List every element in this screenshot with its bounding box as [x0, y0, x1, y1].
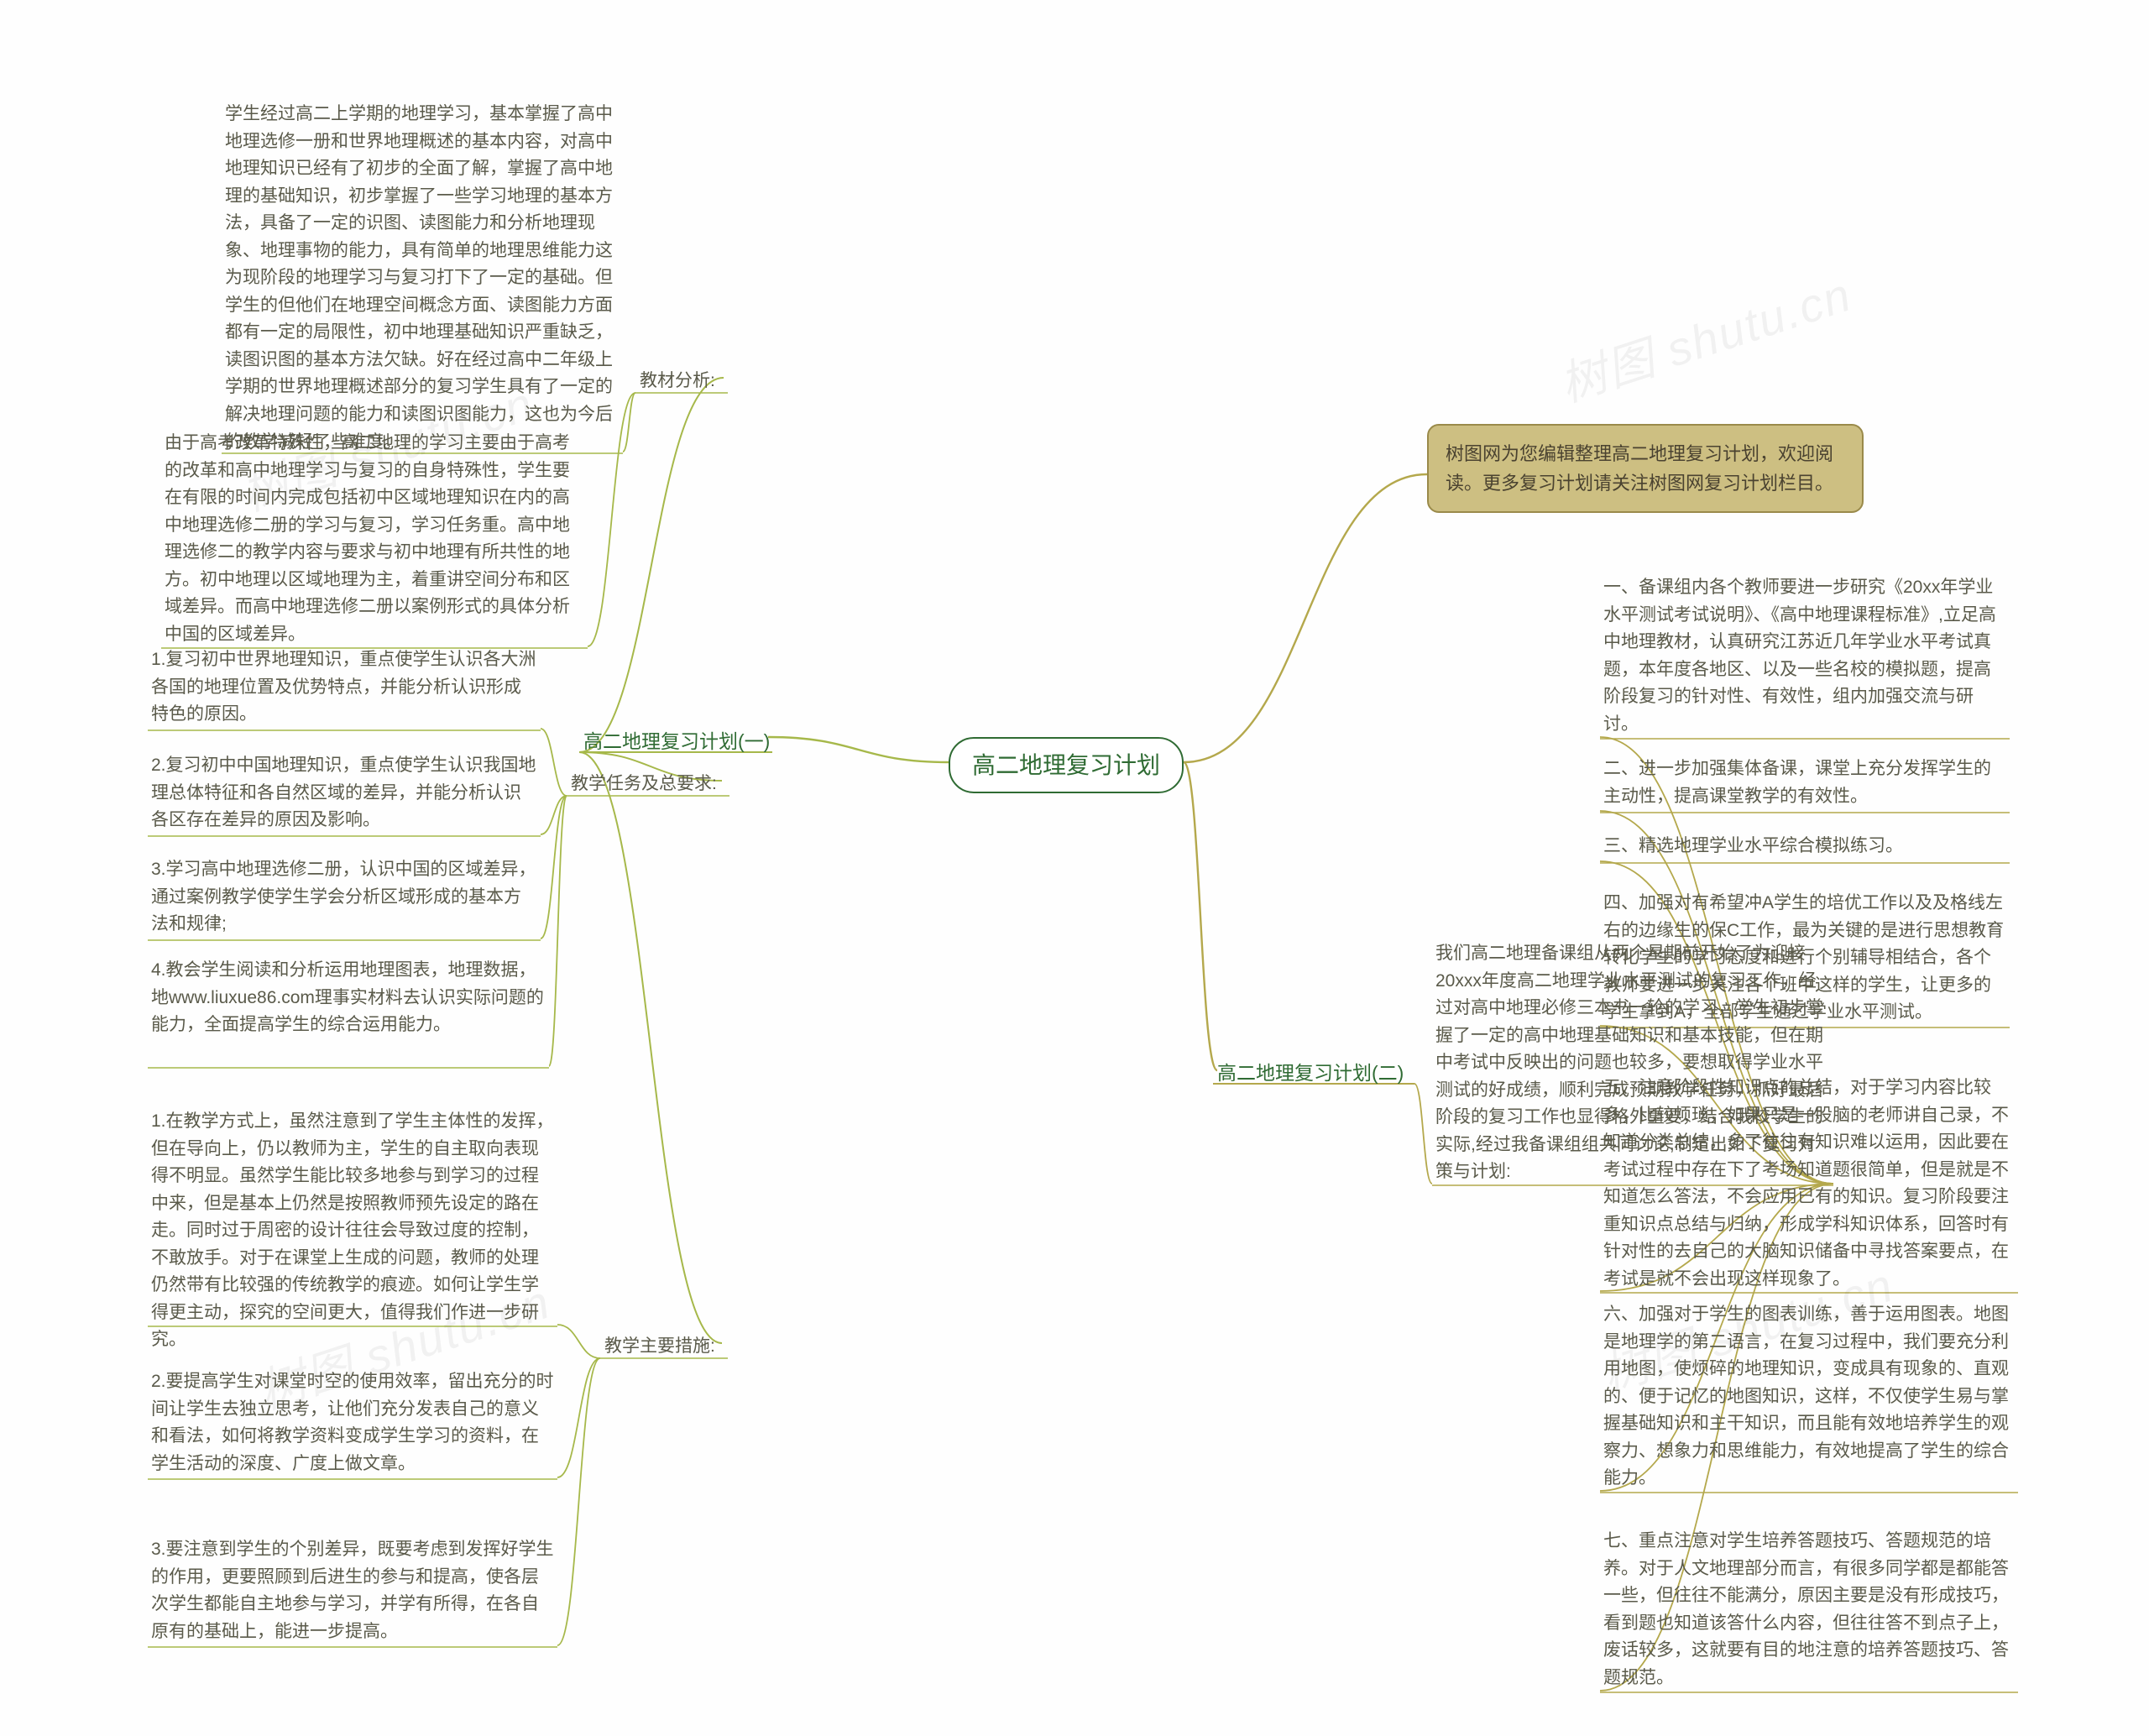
plan1-measures-item: 3.要注意到学生的个别差异，既要考虑到发挥好学生的作用，更要照顾到后进生的参与和… [151, 1536, 554, 1645]
plan1-group-tasks: 教学任务及总要求: [571, 771, 717, 798]
center-node: 高二地理复习计划 [949, 737, 1184, 793]
plan2-label: 高二地理复习计划(二) [1217, 1059, 1404, 1089]
plan1-measures-item: 2.要提高学生对课堂时空的使用效率，留出充分的时间让学生去独立思考，让他们充分发… [151, 1368, 554, 1477]
plan1-label: 高二地理复习计划(一) [583, 727, 770, 757]
plan1-tasks-item: 3.学习高中地理选修二册，认识中国的区域差异，通过案例教学使学生学会分析区域形成… [151, 856, 537, 939]
intro-box: 树图网为您编辑整理高二地理复习计划，欢迎阅读。更多复习计划请关注树图网复习计划栏… [1427, 424, 1864, 513]
watermark: 树图 shutu.cn [1550, 257, 1859, 416]
plan2-item: 三、精选地理学业水平综合模拟练习。 [1603, 833, 2006, 860]
plan1-group-analysis: 教材分析: [640, 368, 715, 395]
plan1-tasks-item: 4.教会学生阅读和分析运用地理图表，地理数据，地www.liuxue86.com… [151, 957, 546, 1039]
plan2-item: 六、加强对于学生的图表训练，善于运用图表。地图是地理学的第二语言，在复习过程中，… [1603, 1301, 2015, 1493]
plan2-item: 一、备课组内各个教师要进一步研究《20xx年学业水平测试考试说明》、《高中地理课… [1603, 574, 2006, 738]
plan2-item: 五、注意阶段性知识点的总结，对于学习内容比较多，比较烦琐，如果只是一股脑的老师讲… [1603, 1075, 2015, 1293]
plan1-analysis-item: 由于高考改革特殊性，高二地理的学习主要由于高考的改革和高中地理学习与复习的自身特… [165, 430, 584, 648]
plan1-group-measures: 教学主要措施: [604, 1333, 715, 1361]
plan1-tasks-item: 2.复习初中中国地理知识，重点使学生认识我国地理总体特征和各自然区域的差异，并能… [151, 752, 537, 834]
plan1-tasks-item: 1.复习初中世界地理知识，重点使学生认识各大洲各国的地理位置及优势特点，并能分析… [151, 646, 537, 729]
plan2-item: 七、重点注意对学生培养答题技巧、答题规范的培养。对于人文地理部分而言，有很多同学… [1603, 1528, 2015, 1692]
plan2-item: 二、进一步加强集体备课，课堂上充分发挥学生的主动性，提高课堂教学的有效性。 [1603, 756, 2006, 810]
plan1-analysis-item: 学生经过高二上学期的地理学习，基本掌握了高中地理选修一册和世界地理概述的基本内容… [225, 101, 620, 456]
plan2-item: 四、加强对有希望冲A学生的培优工作以及及格线左右的边缘生的保C工作，最为关键的是… [1603, 890, 2006, 1027]
plan1-measures-item: 1.在教学方式上，虽然注意到了学生主体性的发挥，但在导向上，仍以教师为主，学生的… [151, 1108, 554, 1354]
